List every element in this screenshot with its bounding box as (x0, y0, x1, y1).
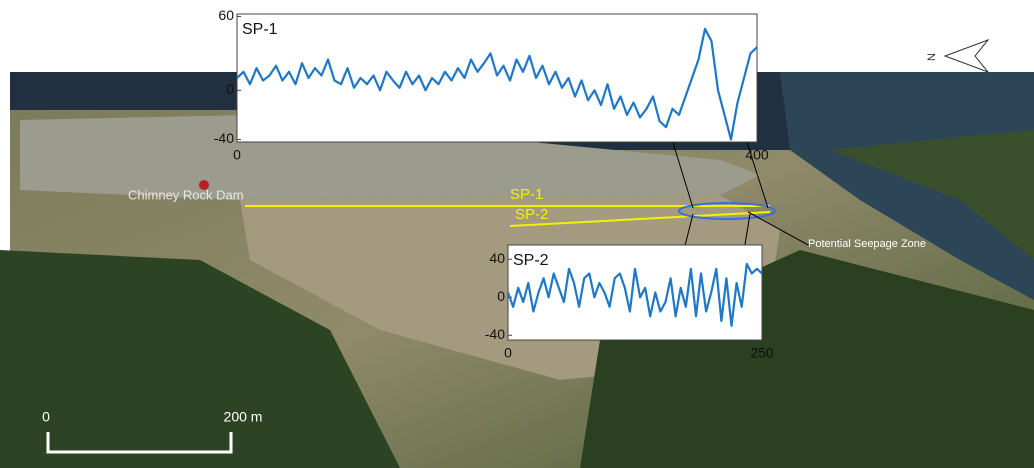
y-tick-label: -40 (485, 326, 505, 342)
scale-start: 0 (42, 409, 50, 425)
dam-label: Chimney Rock Dam (128, 187, 244, 202)
x-tick-label: 0 (504, 345, 512, 361)
x-tick-label: 0 (233, 147, 241, 163)
plot-area (237, 14, 757, 142)
scale-end: 200 m (224, 409, 263, 425)
y-tick-label: 40 (489, 250, 505, 266)
y-tick-label: 0 (497, 288, 505, 304)
north-label: N (926, 53, 938, 61)
y-tick-label: -40 (214, 130, 234, 146)
x-tick-label: 400 (745, 147, 769, 163)
profile-label: SP-2 (515, 206, 548, 223)
figure: Chimney Rock Dam SP-1 SP-2 Potential See… (0, 0, 1034, 468)
y-tick-label: 60 (218, 7, 234, 23)
x-tick-label: 250 (750, 345, 774, 361)
chart-title: SP-2 (513, 252, 549, 269)
profile-label: SP-1 (510, 186, 543, 203)
y-tick-label: 0 (226, 81, 234, 97)
chart-title: SP-1 (242, 21, 278, 38)
annotation: Potential Seepage Zone (808, 238, 926, 250)
